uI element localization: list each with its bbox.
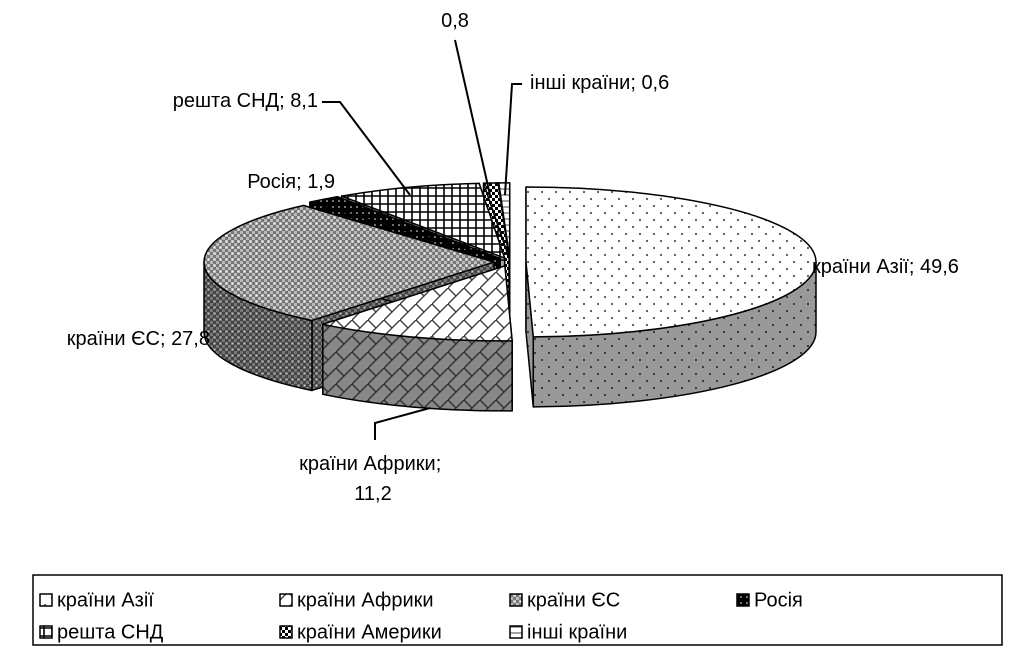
legend-label: решта СНД [57,621,164,643]
label-category: Росія [247,171,296,193]
slice-top [482,182,510,259]
data-label: країни Азії; 49,6 [812,256,959,278]
label-separator: ; [436,453,447,475]
legend-swatch [279,625,293,639]
legend-swatch [279,593,293,607]
leader-line [454,39,491,196]
label-category: країни Азії [812,256,909,278]
slice-top [340,182,506,259]
slice [525,186,817,408]
label-value: 11,2 [354,483,391,505]
legend-label: інші країни [527,621,627,643]
label-separator: ; [296,171,307,193]
leader-line [322,101,411,196]
legend-swatch [39,593,53,607]
legend-swatch [39,625,53,639]
label-separator: ; [279,90,290,112]
slice-top [525,186,817,338]
legend-label: країни Африки [297,589,434,611]
data-label: 0,8 [441,10,469,32]
label-value: 49,6 [920,256,959,278]
label-value: 0,8 [441,10,469,32]
label-category: країни ЄС [67,328,160,350]
label-value: 1,9 [307,171,335,193]
label-category: інші країни [530,72,630,94]
data-label: країни Африки; 11,2 [299,453,447,505]
data-label: решта СНД; 8,1 [173,90,318,112]
label-value: 0,6 [641,72,669,94]
legend: країни Азії країни Африки країни ЄС Росія ре… [39,589,803,643]
label-separator: ; [160,328,171,350]
slice-top [309,195,501,260]
data-label: країни ЄС; 27,8 [67,328,210,350]
pie [203,182,817,412]
label-separator: ; [630,72,641,94]
leader-line [504,83,522,196]
label-category: решта СНД [173,90,280,112]
legend-swatch [736,593,750,607]
legend-swatch [509,625,523,639]
slice [322,265,513,412]
legend-label: країни ЄС [527,589,620,611]
legend-label: країни Азії [57,589,154,611]
legend-swatch [509,593,523,607]
slice-top [322,265,513,342]
legend-label: країни Америки [297,621,442,643]
legend-label: Росія [754,589,803,611]
label-value: 27,8 [171,328,210,350]
leader-line [374,407,431,440]
label-separator: ; [909,256,920,278]
data-label: інші країни; 0,6 [530,72,669,94]
slice-top [203,204,495,322]
data-label: Росія; 1,9 [247,171,335,193]
label-value: 8,1 [290,90,318,112]
label-category: країни Африки [299,453,436,475]
